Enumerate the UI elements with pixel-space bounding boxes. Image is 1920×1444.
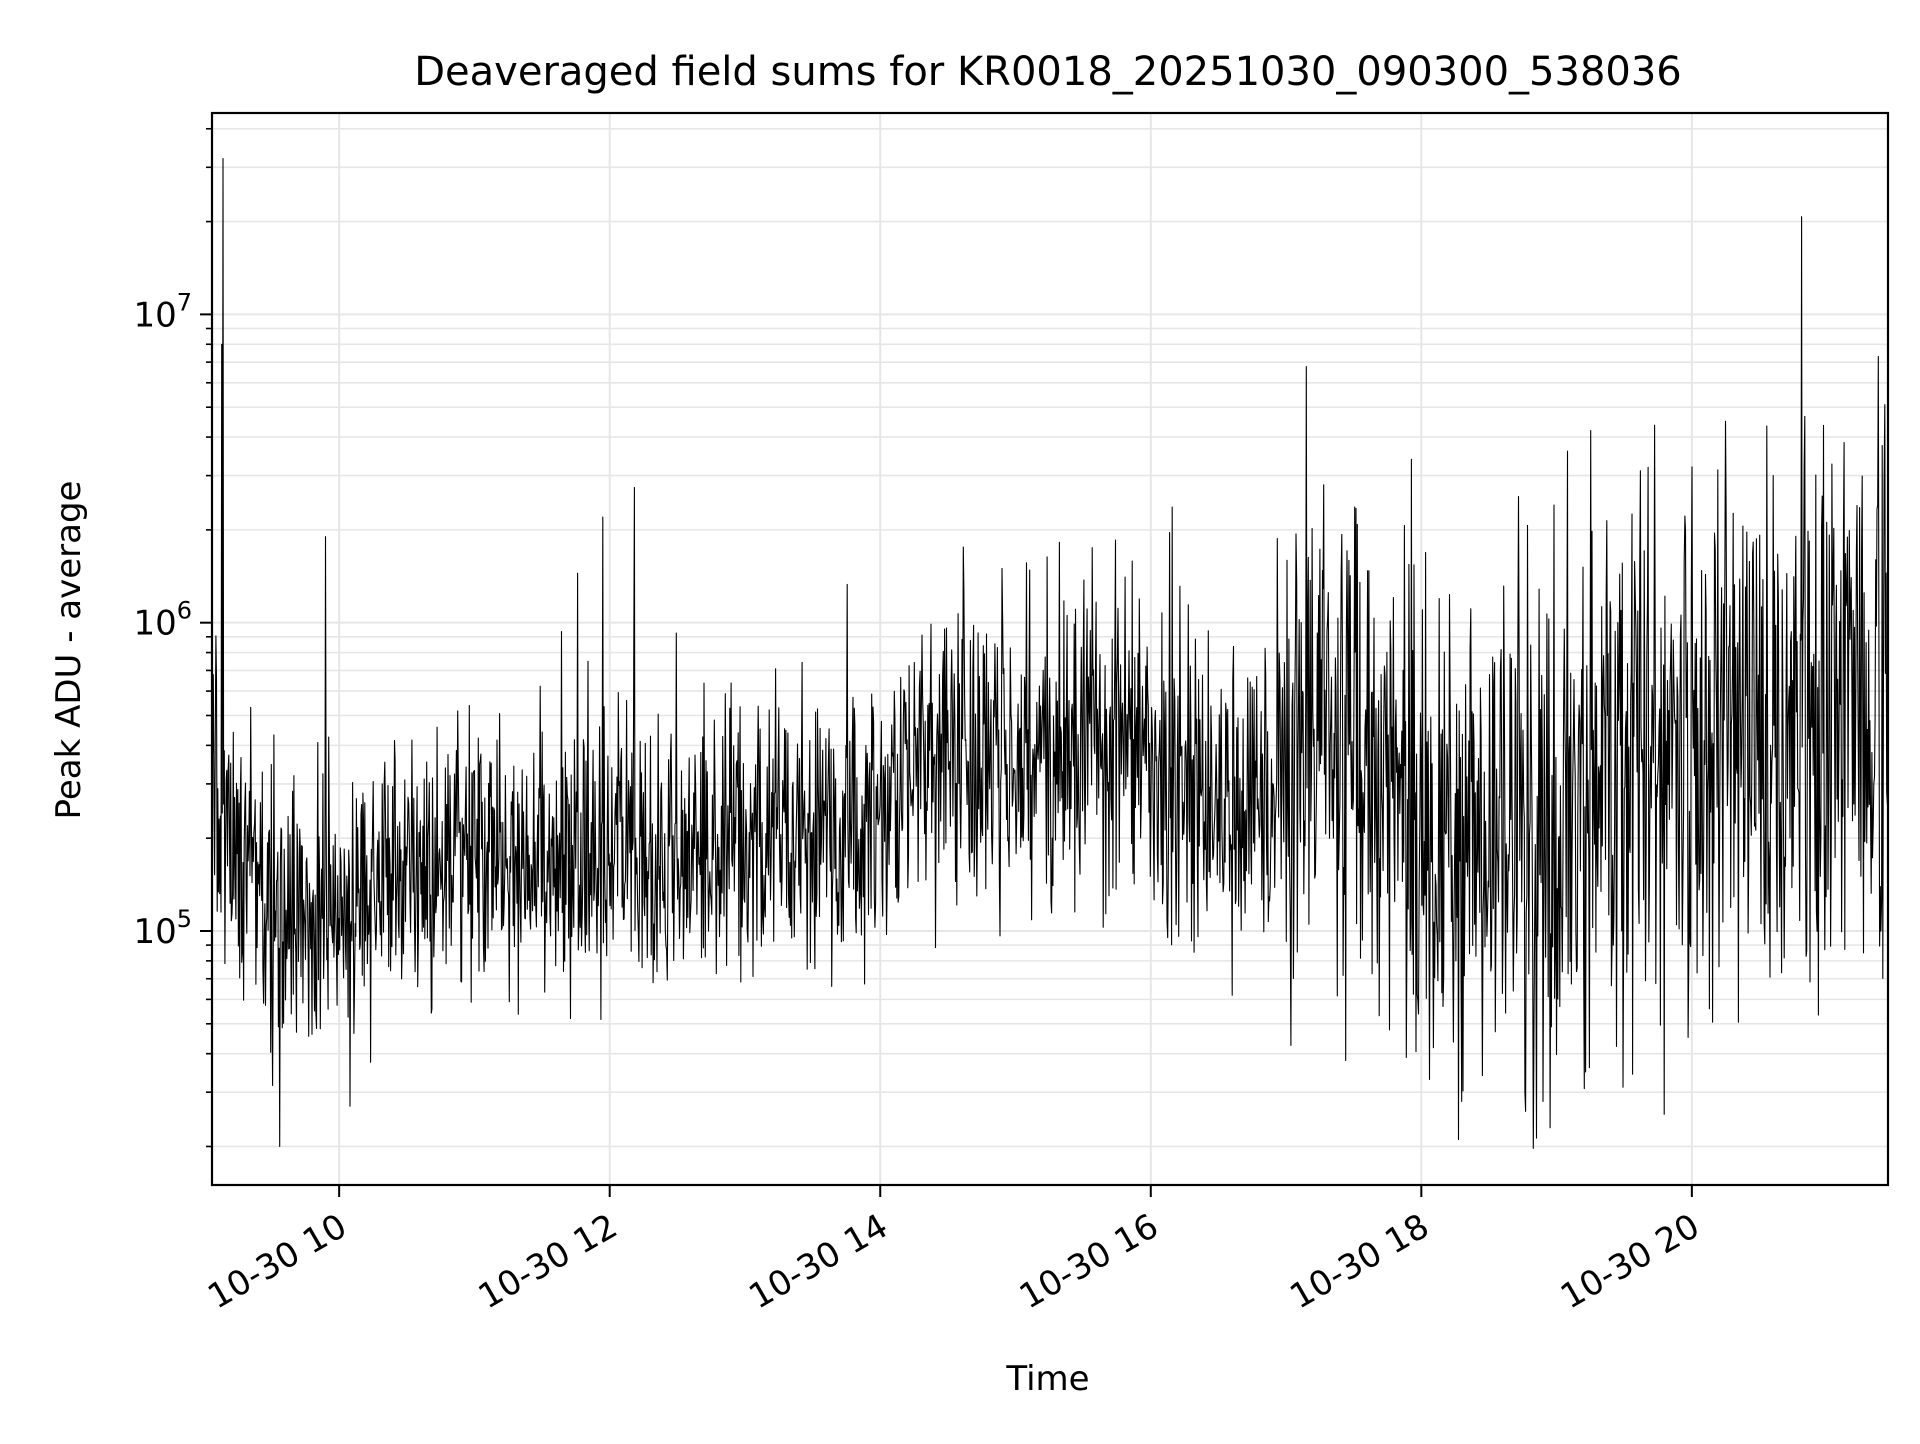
y-tick-base: 10 [133,912,176,952]
y-tick-exponent: 7 [177,288,192,316]
y-tick-base: 10 [133,295,176,335]
y-tick-label: 105 [133,905,192,952]
y-tick-exponent: 6 [177,597,192,625]
y-tick-label: 107 [133,288,192,335]
y-axis-label: Peak ADU - average [49,481,89,820]
y-tick-label: 106 [133,597,192,644]
series-line [211,158,1889,1149]
chart-title: Deaveraged field sums for KR0018_2025103… [414,49,1682,95]
plot-frame [210,111,1890,1187]
series-layer [211,158,1889,1149]
y-tick-exponent: 5 [177,905,192,933]
x-axis-label: Time [1005,1359,1089,1399]
y-tick-base: 10 [133,604,176,644]
